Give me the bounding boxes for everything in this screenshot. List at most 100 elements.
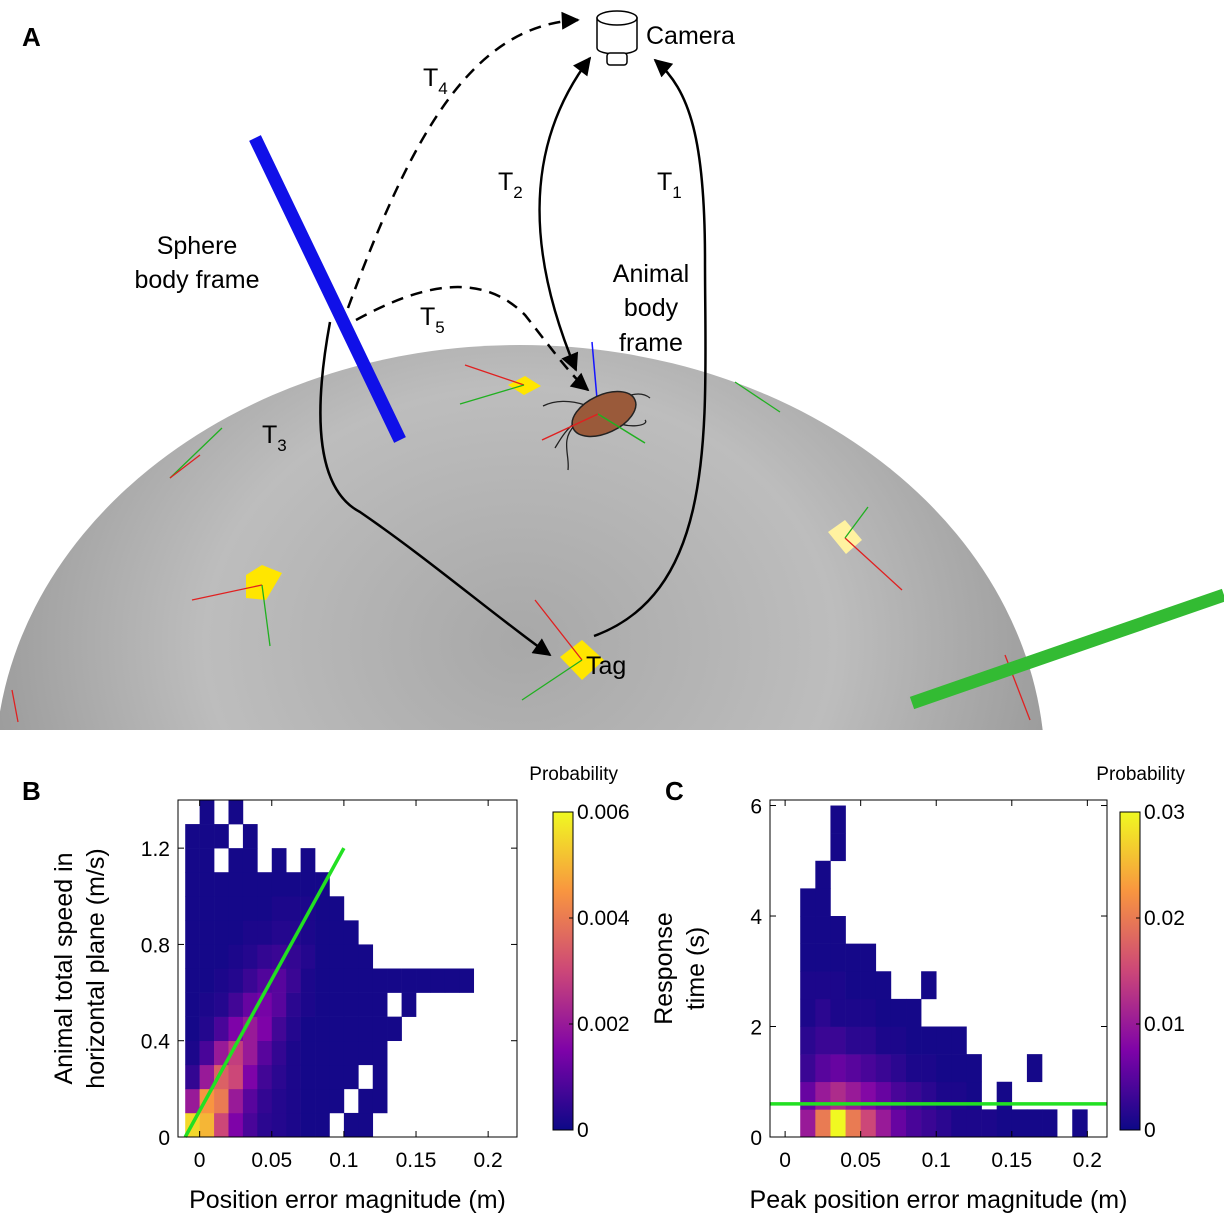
heat-cell <box>228 944 244 969</box>
heat-cell <box>430 968 446 993</box>
heat-cell <box>860 1109 877 1138</box>
heat-cell <box>214 968 229 993</box>
heat-cell <box>228 968 244 993</box>
heat-cell <box>315 1040 330 1066</box>
heat-cell <box>315 1088 330 1114</box>
heat-cell <box>343 1040 359 1066</box>
heat-cell <box>906 1109 922 1138</box>
y-tick-label: 2 <box>750 1017 762 1040</box>
heat-cell <box>358 1112 374 1138</box>
heat-cell <box>199 1112 215 1138</box>
heat-cell <box>875 998 892 1027</box>
heat-cell <box>860 998 877 1027</box>
heat-cell <box>242 1088 258 1114</box>
heat-cell <box>315 944 330 969</box>
heat-cell <box>830 998 846 1027</box>
tag-label: Tag <box>586 652 626 680</box>
heat-cell <box>257 1016 273 1042</box>
heat-cell <box>890 998 907 1027</box>
panel-label: B <box>22 776 41 806</box>
heat-cell <box>242 824 258 849</box>
heat-cell <box>343 992 359 1017</box>
heat-cell <box>815 1109 831 1138</box>
heat-cell <box>329 1016 345 1042</box>
transform-base: T <box>423 64 438 92</box>
heat-cell <box>329 1064 345 1090</box>
heat-cell <box>185 848 200 873</box>
heat-cell <box>199 1016 215 1042</box>
heat-cell <box>228 800 244 825</box>
y-tick-label: 0.8 <box>141 934 170 957</box>
heat-cell <box>242 848 258 873</box>
frame-label: body <box>624 294 679 322</box>
transform-base: T <box>498 168 513 196</box>
heat-cell <box>257 1040 273 1066</box>
heat-cell <box>329 992 345 1017</box>
frame-label: Animal <box>613 260 689 288</box>
frame-label: body frame <box>134 266 259 294</box>
heat-cell <box>800 998 816 1027</box>
heat-cell <box>199 800 215 825</box>
heat-cell <box>271 896 287 921</box>
heat-cell <box>300 992 316 1017</box>
heat-cell <box>185 1016 200 1042</box>
heat-cell <box>845 998 861 1027</box>
heat-cell <box>228 1112 244 1138</box>
heat-cell <box>300 1088 316 1114</box>
heat-cell <box>815 860 831 889</box>
transform-sub: 3 <box>277 436 286 455</box>
y-tick-label: 0.4 <box>141 1031 171 1054</box>
heat-cell <box>815 1054 831 1083</box>
y-axis-label: Response <box>650 912 678 1025</box>
heat-cell <box>830 1054 846 1083</box>
heat-cell <box>315 896 330 921</box>
heat-cell <box>358 944 374 969</box>
heat-cell <box>459 968 475 993</box>
heat-cell <box>286 1064 301 1090</box>
heat-cell <box>921 1109 937 1138</box>
heat-cell <box>300 872 316 897</box>
heat-cell <box>257 944 273 969</box>
heat-cell <box>890 1109 907 1138</box>
heat-cell <box>185 1064 200 1090</box>
heat-cell <box>228 1040 244 1066</box>
sphere <box>0 345 1043 730</box>
heat-cell <box>815 943 831 972</box>
heat-cell <box>271 848 287 873</box>
heat-cell <box>860 1026 877 1055</box>
heat-cell <box>271 872 287 897</box>
heat-cell <box>890 1054 907 1083</box>
sphere-axis <box>249 135 406 443</box>
heat-cell <box>875 1109 892 1138</box>
transform-label: T4 <box>423 64 448 98</box>
heat-cell <box>996 1109 1013 1138</box>
heat-cell <box>199 824 215 849</box>
panel-label: C <box>665 776 684 806</box>
heat-cell <box>214 896 229 921</box>
heat-cell <box>845 1109 861 1138</box>
heat-cell <box>358 968 374 993</box>
heat-cell <box>830 1026 846 1055</box>
heat-cell <box>214 944 229 969</box>
heat-cell <box>372 992 388 1017</box>
heat-cell <box>800 1026 816 1055</box>
frame-label: Sphere <box>157 232 238 260</box>
heat-cell <box>815 971 831 1000</box>
heat-cell <box>242 944 258 969</box>
heat-cell <box>800 1109 816 1138</box>
colorbar-tick-label: 0 <box>577 1119 589 1142</box>
heat-cell <box>830 916 846 944</box>
heat-cell <box>387 1016 402 1042</box>
transform-label: T5 <box>420 303 445 337</box>
heat-cell <box>242 1064 258 1090</box>
y-axis-label: time (s) <box>682 927 710 1010</box>
heat-cell <box>815 998 831 1027</box>
transform-sub: 1 <box>672 183 681 202</box>
heat-cell <box>300 848 316 873</box>
x-tick-label: 0.2 <box>474 1149 503 1172</box>
camera-label: Camera <box>646 22 735 50</box>
heat-cell <box>185 920 200 945</box>
colorbar-tick-label: 0.01 <box>1144 1013 1185 1036</box>
heat-cell <box>286 1088 301 1114</box>
x-tick-label: 0.1 <box>922 1149 951 1172</box>
